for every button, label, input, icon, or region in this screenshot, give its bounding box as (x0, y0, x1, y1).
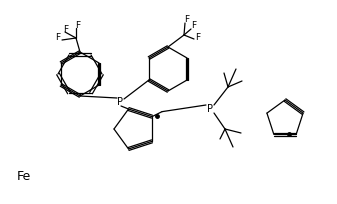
Text: F: F (63, 24, 68, 33)
Text: F: F (195, 32, 201, 41)
Text: F: F (184, 14, 189, 23)
Text: F: F (75, 20, 81, 30)
Text: Fe: Fe (17, 170, 31, 183)
Text: P: P (117, 97, 123, 107)
Text: P: P (207, 104, 213, 114)
Text: F: F (191, 21, 196, 31)
Text: F: F (56, 32, 61, 41)
